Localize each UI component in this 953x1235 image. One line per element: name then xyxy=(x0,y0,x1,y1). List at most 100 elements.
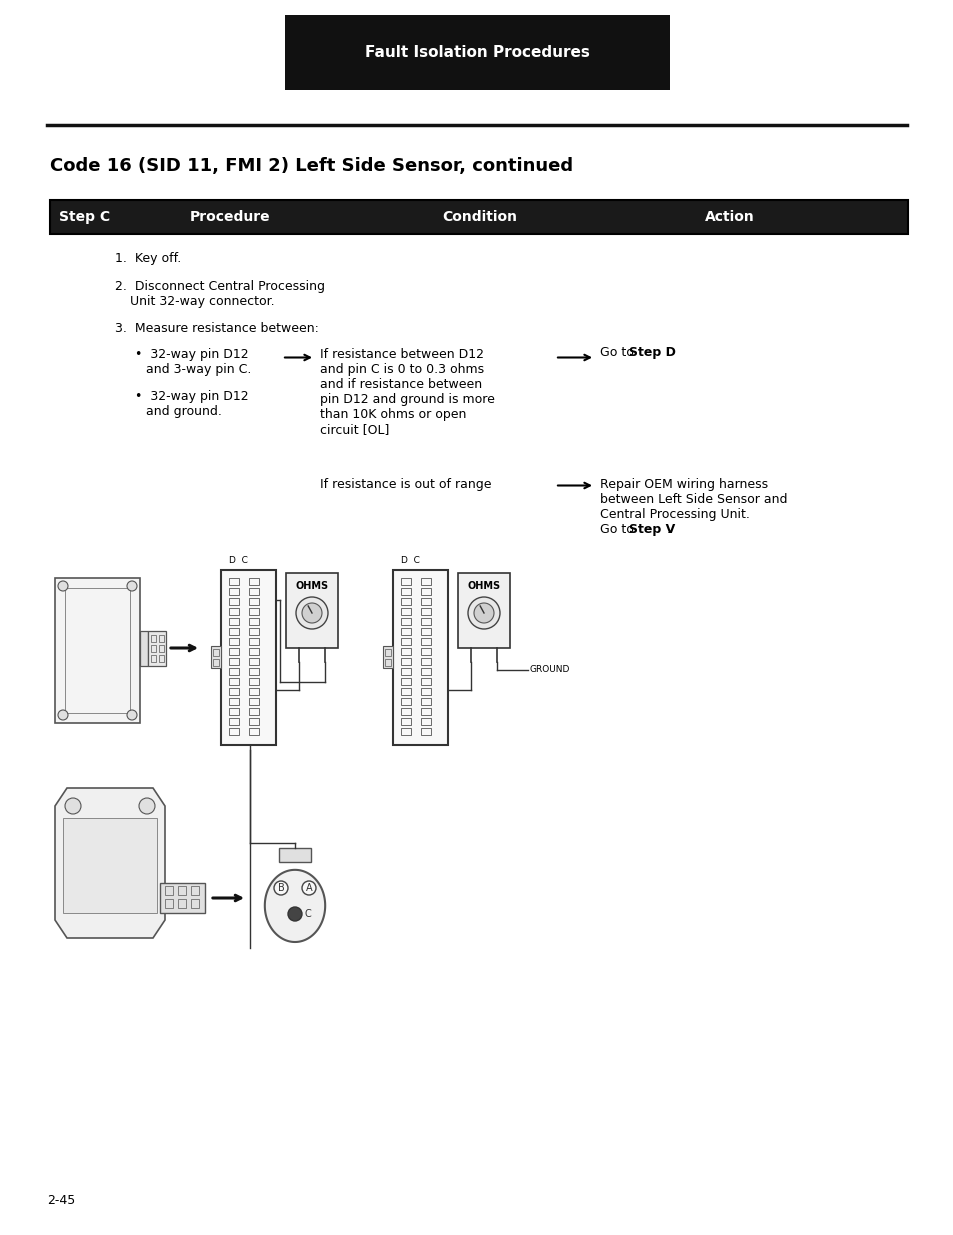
Text: •  32-way pin D12: • 32-way pin D12 xyxy=(135,348,249,361)
Bar xyxy=(229,658,239,664)
Bar xyxy=(285,15,669,90)
Bar xyxy=(400,588,411,595)
Bar xyxy=(385,648,391,656)
Bar xyxy=(420,598,431,605)
Bar xyxy=(249,578,258,585)
Bar xyxy=(249,658,258,664)
Bar xyxy=(249,648,258,655)
Circle shape xyxy=(65,798,81,814)
Bar xyxy=(55,578,140,722)
Bar xyxy=(211,646,221,667)
Bar xyxy=(229,588,239,595)
Circle shape xyxy=(295,597,328,629)
Text: .: . xyxy=(666,346,670,359)
Bar xyxy=(400,648,411,655)
Bar xyxy=(420,618,431,625)
Text: 2-45: 2-45 xyxy=(47,1194,75,1207)
Bar xyxy=(140,631,148,666)
Bar xyxy=(420,638,431,645)
Bar xyxy=(191,885,199,895)
Bar xyxy=(178,885,186,895)
Polygon shape xyxy=(55,788,165,939)
Bar xyxy=(249,608,258,615)
Text: Condition: Condition xyxy=(442,210,517,224)
Bar xyxy=(420,718,431,725)
Bar xyxy=(400,658,411,664)
Bar xyxy=(160,883,205,913)
Circle shape xyxy=(274,881,288,895)
Text: and if resistance between: and if resistance between xyxy=(319,378,481,391)
Text: OHMS: OHMS xyxy=(467,580,500,592)
Bar xyxy=(151,645,156,652)
Bar xyxy=(165,899,172,908)
Circle shape xyxy=(288,906,302,921)
Bar xyxy=(229,618,239,625)
Circle shape xyxy=(468,597,499,629)
Bar xyxy=(420,668,431,676)
Bar xyxy=(249,688,258,695)
Text: Fault Isolation Procedures: Fault Isolation Procedures xyxy=(365,44,589,61)
Text: Code 16 (SID 11, FMI 2) Left Side Sensor, continued: Code 16 (SID 11, FMI 2) Left Side Sensor… xyxy=(50,157,573,175)
Bar xyxy=(249,678,258,685)
Bar xyxy=(249,629,258,635)
Bar xyxy=(400,629,411,635)
Text: If resistance between D12: If resistance between D12 xyxy=(319,348,483,361)
Text: C: C xyxy=(305,909,312,919)
Bar xyxy=(249,718,258,725)
Bar xyxy=(457,573,510,648)
Bar xyxy=(50,200,907,233)
Text: If resistance is out of range: If resistance is out of range xyxy=(319,478,491,492)
Text: Unit 32-way connector.: Unit 32-way connector. xyxy=(130,295,274,308)
Bar xyxy=(420,588,431,595)
Bar xyxy=(191,899,199,908)
Text: Step V: Step V xyxy=(628,522,675,536)
Bar xyxy=(382,646,393,667)
Text: Go to: Go to xyxy=(599,522,638,536)
Bar xyxy=(400,708,411,715)
Text: Action: Action xyxy=(704,210,754,224)
Circle shape xyxy=(58,580,68,592)
Bar xyxy=(420,629,431,635)
Bar xyxy=(229,608,239,615)
Bar xyxy=(229,629,239,635)
Bar xyxy=(400,727,411,735)
Bar xyxy=(400,618,411,625)
Text: 2.  Disconnect Central Processing: 2. Disconnect Central Processing xyxy=(115,280,325,293)
Circle shape xyxy=(139,798,154,814)
Text: and pin C is 0 to 0.3 ohms: and pin C is 0 to 0.3 ohms xyxy=(319,363,483,375)
Circle shape xyxy=(127,580,137,592)
Bar xyxy=(165,885,172,895)
Bar xyxy=(229,698,239,705)
Bar xyxy=(229,578,239,585)
Bar xyxy=(249,727,258,735)
Text: Step D: Step D xyxy=(628,346,675,359)
Text: pin D12 and ground is more: pin D12 and ground is more xyxy=(319,393,495,406)
Bar xyxy=(159,635,164,641)
Bar xyxy=(159,655,164,662)
Bar xyxy=(229,668,239,676)
Bar xyxy=(151,655,156,662)
Bar xyxy=(229,688,239,695)
Bar xyxy=(286,573,337,648)
Text: between Left Side Sensor and: between Left Side Sensor and xyxy=(599,493,786,506)
Circle shape xyxy=(127,710,137,720)
Text: GROUND: GROUND xyxy=(530,664,570,674)
Bar xyxy=(249,618,258,625)
Bar xyxy=(420,578,431,585)
Bar xyxy=(229,638,239,645)
Text: and 3-way pin C.: and 3-way pin C. xyxy=(146,363,251,375)
Bar xyxy=(229,678,239,685)
Text: Central Processing Unit.: Central Processing Unit. xyxy=(599,508,749,521)
Bar xyxy=(148,631,166,666)
Bar xyxy=(393,571,448,745)
Bar xyxy=(400,678,411,685)
Bar xyxy=(63,818,157,913)
Text: D  C: D C xyxy=(229,556,248,564)
Text: Step C: Step C xyxy=(59,210,111,224)
Bar xyxy=(229,727,239,735)
Bar xyxy=(400,578,411,585)
Text: circuit [OL]: circuit [OL] xyxy=(319,424,389,436)
Bar xyxy=(229,648,239,655)
Bar xyxy=(249,598,258,605)
Bar xyxy=(420,608,431,615)
